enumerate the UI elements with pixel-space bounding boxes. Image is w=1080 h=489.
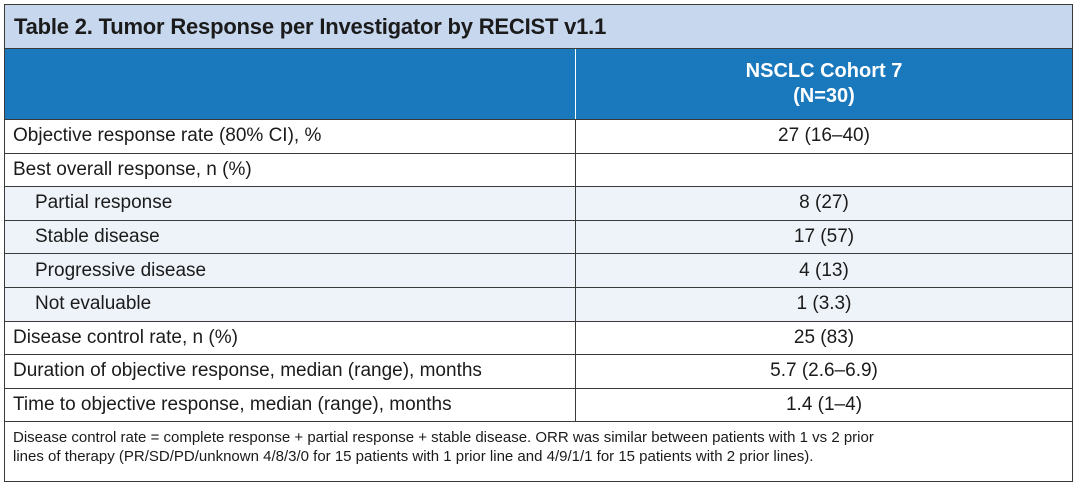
row-label: Time to objective response, median (rang… <box>5 388 576 422</box>
row-label: Objective response rate (80% CI), % <box>5 120 576 153</box>
row-value <box>576 154 1072 187</box>
table-row-disease-control-rate: Disease control rate, n (%) 25 (83) <box>5 321 1072 356</box>
row-value: 1.4 (1–4) <box>785 394 863 416</box>
table-row-partial-response: Partial response 8 (27) <box>5 187 1072 221</box>
row-label: Partial response <box>5 187 576 220</box>
row-label: Best overall response, n (%) <box>5 153 576 187</box>
table-title: Table 2. Tumor Response per Investigator… <box>14 13 607 39</box>
column-header-row: NSCLC Cohort 7 (N=30) <box>5 49 1072 120</box>
table-row-time-to-response: Time to objective response, median (rang… <box>5 388 1072 423</box>
cohort-name: NSCLC Cohort 7 <box>745 60 903 82</box>
header-empty-cell <box>5 49 576 119</box>
table-row-stable-disease: Stable disease 17 (57) <box>5 220 1072 255</box>
row-label: Progressive disease <box>5 254 576 287</box>
row-label: Not evaluable <box>5 287 576 321</box>
row-value: 25 (83) <box>793 326 855 348</box>
footnote-line-2: lines of therapy (PR/SD/PD/unknown 4/8/3… <box>13 448 814 466</box>
table-row-duration-of-response: Duration of objective response, median (… <box>5 355 1072 389</box>
row-label: Disease control rate, n (%) <box>5 321 576 355</box>
row-value: 5.7 (2.6–6.9) <box>770 360 878 382</box>
cohort-size: (N=30) <box>793 85 855 107</box>
table-footnote: Disease control rate = complete response… <box>5 422 1072 466</box>
table-title-bar: Table 2. Tumor Response per Investigator… <box>5 5 1072 49</box>
table-row-not-evaluable: Not evaluable 1 (3.3) <box>5 287 1072 322</box>
row-value: 17 (57) <box>793 226 855 248</box>
row-value: 4 (13) <box>799 259 849 281</box>
footnote-line-1: Disease control rate = complete response… <box>13 429 874 447</box>
row-value: 1 (3.3) <box>796 293 852 315</box>
row-label: Duration of objective response, median (… <box>5 355 576 388</box>
row-value: 27 (16–40) <box>778 125 870 147</box>
row-value: 8 (27) <box>799 192 849 214</box>
cohort-column-header: NSCLC Cohort 7 (N=30) <box>576 49 1072 119</box>
row-label: Stable disease <box>5 220 576 254</box>
table-row-progressive-disease: Progressive disease 4 (13) <box>5 254 1072 288</box>
tumor-response-table: Table 2. Tumor Response per Investigator… <box>4 4 1073 482</box>
table-row-best-overall-response: Best overall response, n (%) <box>5 153 1072 188</box>
table-row-orr: Objective response rate (80% CI), % 27 (… <box>5 120 1072 154</box>
